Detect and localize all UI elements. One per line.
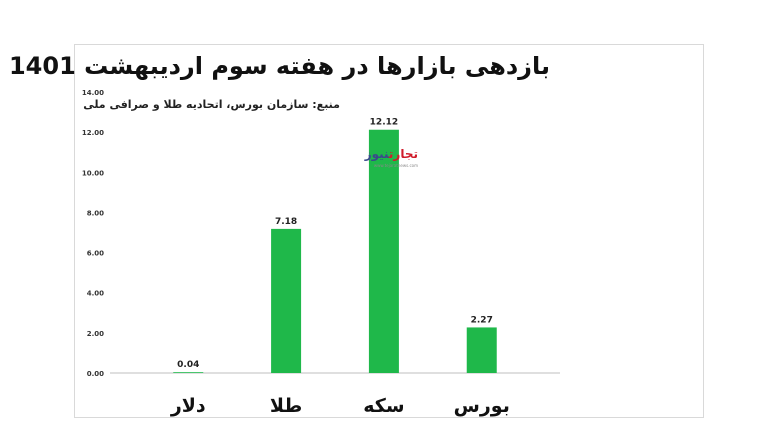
chart-source: منبع: سازمان بورس، اتحادیه طلا و صرافی م… — [83, 98, 340, 111]
y-tick-label: 10.00 — [82, 169, 104, 177]
bar — [466, 327, 497, 373]
bar — [368, 129, 399, 373]
tejaratnews-logo: تجارتنیوز www.tejaratnews.com — [356, 147, 418, 173]
y-tick-label: 12.00 — [82, 129, 104, 137]
y-tick-label: 8.00 — [87, 209, 104, 217]
logo-url: www.tejaratnews.com — [373, 163, 418, 168]
category-labels: دلار طلا سکه بورس — [170, 395, 510, 417]
category-label: طلا — [270, 395, 302, 417]
category-label: بورس — [454, 395, 510, 417]
y-tick-label: 0.00 — [87, 370, 104, 378]
logo-text-a: تجارت — [388, 147, 418, 161]
bar-value-label: 12.12 — [370, 118, 398, 128]
value-labels: 0.04 7.18 12.12 2.27 — [177, 118, 493, 370]
bar-value-label: 7.18 — [275, 217, 297, 227]
logo-text-b: نیوز — [364, 147, 389, 161]
y-tick-label: 4.00 — [87, 290, 104, 298]
y-axis: 0.00 2.00 4.00 6.00 8.00 10.00 12.00 14.00 — [82, 89, 104, 378]
y-tick-label: 2.00 — [87, 330, 104, 338]
y-tick-label: 14.00 — [82, 89, 104, 97]
y-tick-label: 6.00 — [87, 250, 104, 258]
category-label: سکه — [363, 395, 404, 417]
logo-text: تجارتنیوز — [365, 147, 418, 161]
bar-value-label: 0.04 — [177, 360, 199, 370]
bar — [173, 372, 204, 373]
bar-value-label: 2.27 — [471, 315, 493, 325]
chart-title: بازدهی بازارها در هفته سوم اردیبهشت 1401 — [8, 52, 550, 80]
category-label: دلار — [170, 395, 206, 417]
bar — [271, 228, 302, 373]
bars — [173, 129, 497, 373]
